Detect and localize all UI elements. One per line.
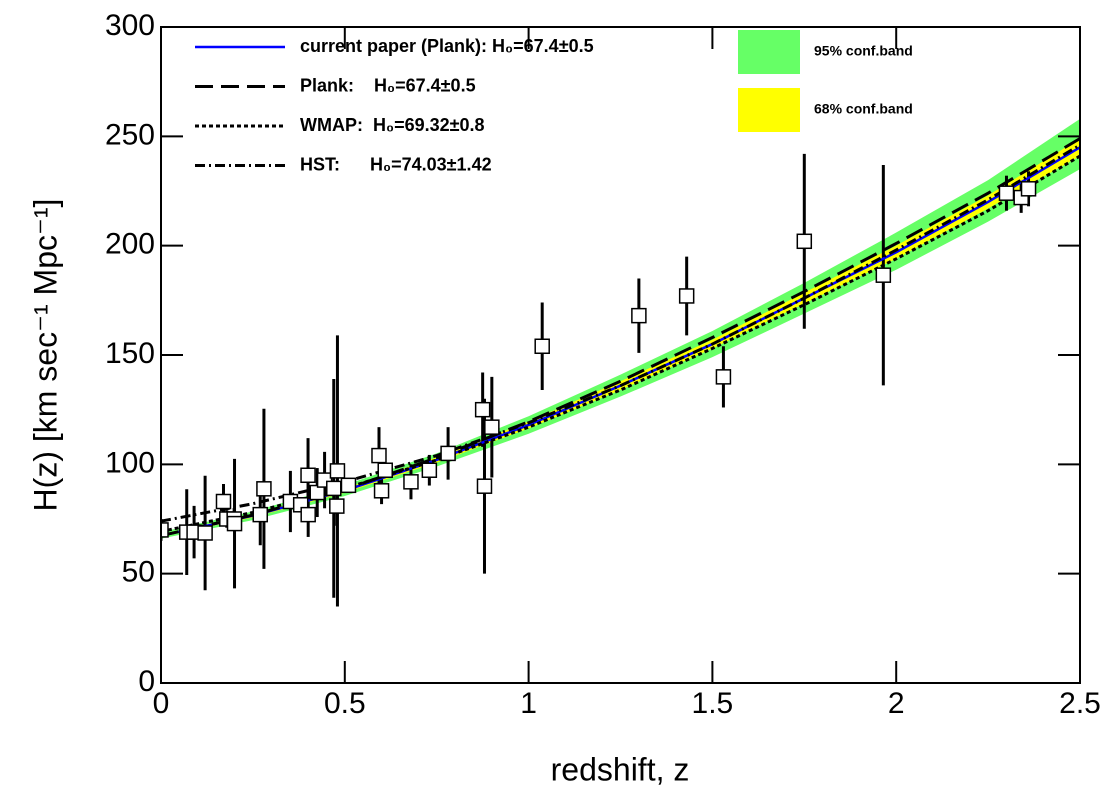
legend-label: HST: H₀=74.03±1.42 [300, 154, 492, 174]
model-curve [161, 146, 1080, 537]
x-tick-label: 1 [520, 687, 537, 720]
x-tick-label: 2.5 [1059, 687, 1101, 720]
legend-swatch [738, 30, 800, 74]
data-point [161, 522, 169, 538]
x-tick-label: 0 [153, 687, 170, 720]
data-point [326, 480, 342, 497]
data-point [226, 515, 243, 532]
y-tick-label: 100 [105, 446, 155, 479]
conf-band [161, 118, 1080, 539]
data-point [377, 462, 393, 478]
data-point [329, 498, 345, 514]
plot-area [161, 118, 1080, 607]
data-point [252, 506, 269, 523]
y-tick-label: 0 [138, 665, 155, 698]
y-tick-label: 50 [122, 556, 155, 589]
legend-label: current paper (Plank): H₀=67.4±0.5 [300, 36, 594, 56]
data-point [329, 463, 346, 479]
data-point [534, 338, 550, 355]
data-point [371, 447, 387, 464]
data-point [215, 493, 232, 510]
legend-label: 68% conf.band [814, 101, 913, 117]
data-point [631, 307, 647, 324]
x-axis-title: redshift, z [551, 751, 690, 787]
data-point [875, 267, 892, 283]
data-point [476, 478, 493, 494]
x-tick-label: 0.5 [324, 687, 366, 720]
model-curve [161, 137, 1080, 538]
data-point [678, 288, 695, 304]
x-tick-label: 2 [888, 687, 905, 720]
legend-label: WMAP: H₀=69.32±0.8 [300, 115, 485, 135]
data-point [484, 419, 500, 435]
data-point [1020, 181, 1037, 197]
data-point [373, 483, 390, 499]
data-point [715, 369, 732, 385]
legend-label: 95% conf.band [814, 43, 913, 59]
y-tick-label: 150 [105, 337, 155, 370]
legend-swatch [738, 88, 800, 132]
model-curve [161, 143, 1080, 523]
data-point [256, 481, 272, 497]
data-point [440, 445, 456, 462]
conf-band [161, 138, 1080, 537]
data-point [340, 477, 357, 494]
data-point [474, 401, 491, 418]
y-tick-label: 300 [105, 9, 155, 42]
legend-label: Plank: H₀=67.4±0.5 [300, 75, 476, 95]
frame [160, 26, 1081, 684]
data-point [300, 467, 316, 484]
data-point [300, 506, 316, 523]
data-point [197, 525, 213, 541]
data-point [403, 474, 419, 490]
y-axis-title: H(z) [km sec⁻¹ Mpc⁻¹] [27, 199, 63, 512]
x-tick-label: 1.5 [692, 687, 734, 720]
data-point [796, 233, 813, 250]
data-point [421, 462, 438, 478]
y-tick-label: 200 [105, 228, 155, 261]
y-tick-label: 250 [105, 118, 155, 151]
data-point [998, 185, 1015, 201]
